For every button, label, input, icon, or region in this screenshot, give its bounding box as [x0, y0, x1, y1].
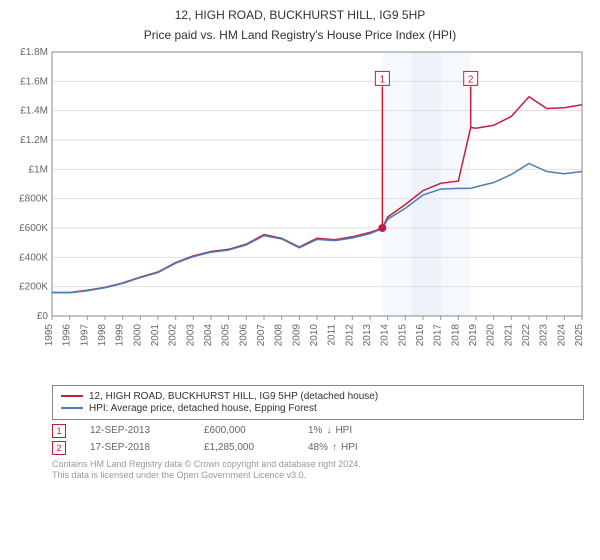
chart-container: £0 £200K £400K £600K £800K £1M £1.2M £1.4M £1.6M… — [8, 48, 592, 383]
svg-text:2018: 2018 — [450, 323, 461, 346]
svg-text:2000: 2000 — [132, 323, 143, 346]
svg-text:£800K: £800K — [19, 193, 48, 204]
transaction-row: 2 17-SEP-2018 £1,285,000 48% ↑ HPI — [52, 441, 592, 455]
transaction-price: £600,000 — [204, 425, 284, 436]
transaction-change-suffix: HPI — [335, 425, 352, 436]
svg-text:£1.8M: £1.8M — [20, 48, 48, 58]
transaction-change-pct: 48% — [308, 442, 328, 453]
svg-text:2024: 2024 — [556, 323, 567, 346]
svg-text:2012: 2012 — [344, 323, 355, 346]
transaction-change-suffix: HPI — [341, 442, 358, 453]
svg-text:£1.6M: £1.6M — [20, 76, 48, 87]
svg-text:2001: 2001 — [150, 323, 161, 346]
svg-text:1995: 1995 — [44, 323, 55, 346]
svg-text:1998: 1998 — [97, 323, 108, 346]
transaction-change: 48% ↑ HPI — [308, 442, 398, 453]
svg-text:2021: 2021 — [503, 323, 514, 346]
svg-text:2006: 2006 — [238, 323, 249, 346]
svg-text:2017: 2017 — [433, 323, 444, 346]
transaction-date: 17-SEP-2018 — [90, 442, 180, 453]
svg-text:2009: 2009 — [291, 323, 302, 346]
svg-text:2013: 2013 — [362, 323, 373, 346]
svg-text:2020: 2020 — [486, 323, 497, 346]
page-title: 12, HIGH ROAD, BUCKHURST HILL, IG9 5HP — [8, 8, 592, 24]
svg-text:2019: 2019 — [468, 323, 479, 346]
svg-text:2015: 2015 — [397, 323, 408, 346]
transaction-price: £1,285,000 — [204, 442, 284, 453]
legend-swatch — [61, 407, 83, 409]
svg-text:2007: 2007 — [256, 323, 267, 346]
svg-text:2: 2 — [468, 74, 474, 85]
legend-item: 12, HIGH ROAD, BUCKHURST HILL, IG9 5HP (… — [61, 391, 575, 402]
transaction-change: 1% ↓ HPI — [308, 425, 398, 436]
transaction-change-pct: 1% — [308, 425, 322, 436]
svg-text:2005: 2005 — [221, 323, 232, 346]
legend: 12, HIGH ROAD, BUCKHURST HILL, IG9 5HP (… — [52, 385, 584, 420]
legend-item: HPI: Average price, detached house, Eppi… — [61, 403, 575, 414]
page-subtitle: Price paid vs. HM Land Registry's House … — [8, 28, 592, 42]
svg-text:2014: 2014 — [380, 323, 391, 346]
svg-text:£200K: £200K — [19, 281, 48, 292]
page: 12, HIGH ROAD, BUCKHURST HILL, IG9 5HP P… — [0, 0, 600, 560]
transactions-table: 1 12-SEP-2013 £600,000 1% ↓ HPI 2 17-SEP-2018 £1… — [52, 424, 592, 455]
svg-text:1: 1 — [380, 74, 386, 85]
legend-label: HPI: Average price, detached house, Eppi… — [89, 403, 317, 414]
svg-text:£0: £0 — [37, 311, 49, 322]
transaction-marker: 1 — [52, 424, 66, 438]
svg-text:£1M: £1M — [29, 164, 48, 175]
arrow-up-icon: ↑ — [332, 442, 337, 453]
transaction-date: 12-SEP-2013 — [90, 425, 180, 436]
price-chart: £0 £200K £400K £600K £800K £1M £1.2M £1.4M £1.6M… — [8, 48, 592, 378]
footer-line-1: Contains HM Land Registry data © Crown c… — [52, 459, 592, 471]
svg-text:2022: 2022 — [521, 323, 532, 346]
svg-text:2011: 2011 — [327, 323, 338, 345]
svg-text:£400K: £400K — [19, 252, 48, 263]
transaction-row: 1 12-SEP-2013 £600,000 1% ↓ HPI — [52, 424, 592, 438]
svg-text:1996: 1996 — [62, 323, 73, 346]
svg-text:£1.4M: £1.4M — [20, 105, 48, 116]
svg-text:2010: 2010 — [309, 323, 320, 346]
svg-text:£600K: £600K — [19, 223, 48, 234]
svg-text:2008: 2008 — [274, 323, 285, 346]
svg-text:2002: 2002 — [168, 323, 179, 346]
svg-text:2004: 2004 — [203, 323, 214, 346]
arrow-down-icon: ↓ — [326, 425, 331, 436]
svg-text:£1.2M: £1.2M — [20, 135, 48, 146]
footer-line-2: This data is licensed under the Open Gov… — [52, 470, 592, 482]
svg-text:2023: 2023 — [539, 323, 550, 346]
svg-text:2003: 2003 — [185, 323, 196, 346]
legend-label: 12, HIGH ROAD, BUCKHURST HILL, IG9 5HP (… — [89, 391, 378, 402]
legend-swatch — [61, 395, 83, 397]
transaction-marker: 2 — [52, 441, 66, 455]
footer: Contains HM Land Registry data © Crown c… — [52, 459, 592, 482]
svg-text:2016: 2016 — [415, 323, 426, 346]
svg-text:2025: 2025 — [574, 323, 585, 346]
svg-text:1997: 1997 — [79, 323, 90, 346]
svg-text:1999: 1999 — [115, 323, 126, 346]
